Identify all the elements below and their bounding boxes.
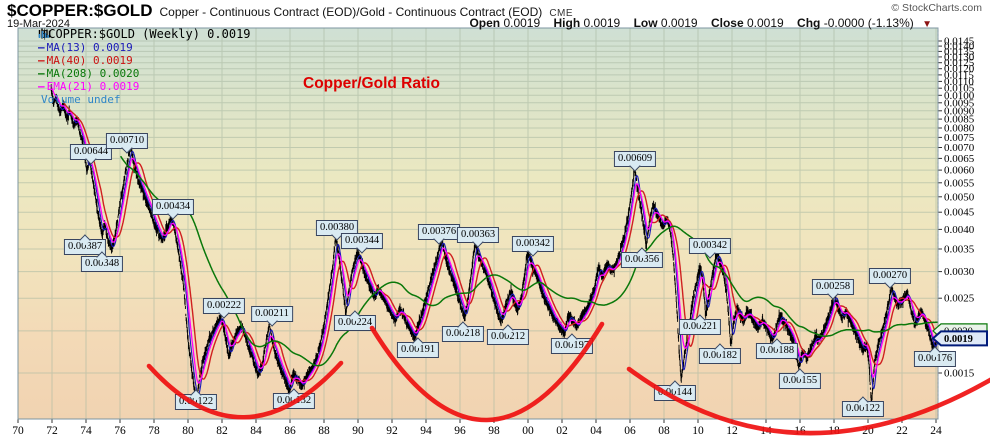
high-value: 0.0019 [583,16,621,30]
svg-text:92: 92 [386,425,398,437]
svg-text:18: 18 [828,425,840,437]
svg-text:22: 22 [896,425,908,437]
exchange-label: CME [549,8,574,19]
svg-text:0.0095: 0.0095 [944,97,975,109]
close-label: Close [710,16,744,30]
svg-text:80: 80 [182,425,194,437]
svg-text:0.0085: 0.0085 [944,114,975,126]
svg-text:94: 94 [420,425,432,437]
svg-text:82: 82 [216,425,228,437]
svg-text:76: 76 [114,425,126,437]
svg-text:0.0115: 0.0115 [944,69,974,81]
low-value: 0.0019 [660,16,698,30]
svg-text:04: 04 [590,425,602,437]
svg-text:14: 14 [760,425,772,437]
grid-lines [17,28,938,419]
svg-text:0.0100: 0.0100 [944,90,975,102]
svg-text:20: 20 [862,425,874,437]
svg-text:96: 96 [454,425,466,437]
svg-text:72: 72 [46,425,58,437]
svg-text:70: 70 [12,425,24,437]
svg-text:0.0145: 0.0145 [944,36,975,48]
svg-text:0.0045: 0.0045 [944,207,975,219]
close-value: 0.0019 [746,16,784,30]
x-axis-labels: 70 72 74 76 78 80 82 84 86 88 90 92 94 96 98 00 02 04 06 08… [12,419,942,437]
svg-text:84: 84 [250,425,262,437]
ma40-line [63,102,938,382]
legend-item-ma208: — MA(208) 0.0020 [38,67,140,80]
svg-text:74: 74 [80,425,92,437]
chart-annotation: Copper/Gold Ratio [303,75,440,92]
legend-item-main: $COPPER:$GOLD (Weekly) 0.0019 [38,28,251,41]
legend-item-ma13: — MA(13) 0.0019 [38,41,133,54]
svg-text:86: 86 [284,425,296,437]
svg-text:0.0065: 0.0065 [944,153,975,165]
svg-text:0.0030: 0.0030 [944,266,975,278]
chart-date: 19-Mar-2024 [7,18,70,30]
svg-text:78: 78 [148,425,160,437]
svg-text:0.0110: 0.0110 [944,76,974,88]
svg-text:0.0040: 0.0040 [944,224,975,236]
svg-text:0.0055: 0.0055 [944,177,975,189]
svg-text:10: 10 [692,425,704,437]
legend-item-ma40: — MA(40) 0.0019 [38,54,133,67]
svg-text:0.0140: 0.0140 [944,41,975,53]
copyright-label: © StockCharts.com [891,2,982,14]
svg-text:90: 90 [352,425,364,437]
svg-text:98: 98 [488,425,500,437]
chg-label: Chg [797,16,821,30]
price-bars [50,84,938,408]
legend-item-volume: Volume undef [38,31,251,106]
svg-text:0.0025: 0.0025 [944,293,975,305]
symbol-title: $COPPER:$GOLD [7,1,153,20]
svg-text:0.0130: 0.0130 [944,51,975,63]
high-label: High [553,16,581,30]
legend: $COPPER:$GOLD (Weekly) 0.0019 — MA(13) 0.… [38,28,251,107]
svg-text:12: 12 [726,425,738,437]
svg-text:88: 88 [318,425,330,437]
svg-text:0.0075: 0.0075 [944,132,975,144]
svg-text:02: 02 [556,425,568,437]
svg-text:0.0019: 0.0019 [944,334,973,345]
low-label: Low [633,16,658,30]
change-down-icon: ▼ [922,19,932,30]
open-value: 0.0019 [503,16,541,30]
svg-text:0.0125: 0.0125 [944,57,975,69]
chg-value: -0.0000 (-1.13%) [823,16,914,30]
svg-text:0.0035: 0.0035 [944,244,975,256]
svg-text:24: 24 [930,425,942,437]
svg-text:0.0105: 0.0105 [944,83,975,95]
svg-text:0.0015: 0.0015 [944,368,975,380]
legend-item-ema21: — EMA(21) 0.0019 [38,80,140,93]
svg-text:06: 06 [624,425,636,437]
axis-badge-0.0019: 0.0019 [931,330,988,347]
svg-text:0.0050: 0.0050 [944,191,975,203]
symbol-description: Copper - Continuous Contract (EOD)/Gold … [159,5,543,19]
svg-text:00: 00 [522,425,534,437]
svg-text:0.0135: 0.0135 [944,46,975,58]
open-label: Open [469,16,501,30]
legend-main-label: $COPPER:$GOLD (Weekly) 0.0019 [41,27,251,41]
svg-text:0.0120: 0.0120 [944,63,975,75]
svg-text:0.0080: 0.0080 [944,123,975,135]
svg-text:0.0060: 0.0060 [944,165,975,177]
ma208-line [120,155,938,367]
title-row: $COPPER:$GOLD Copper - Continuous Contra… [7,1,573,21]
svg-text:08: 08 [658,425,670,437]
svg-text:0.0070: 0.0070 [944,142,975,154]
svg-text:0.0090: 0.0090 [944,105,975,117]
ohlc-readout: Open 0.0019 High 0.0019 Low 0.0019 Close… [469,16,932,30]
svg-text:16: 16 [794,425,806,437]
